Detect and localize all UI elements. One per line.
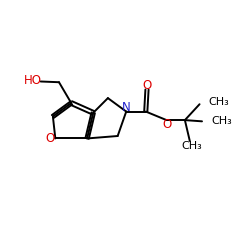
Text: HO: HO (24, 74, 42, 88)
Text: O: O (143, 79, 152, 92)
Text: O: O (45, 132, 54, 145)
Text: CH₃: CH₃ (211, 116, 232, 126)
Text: CH₃: CH₃ (209, 97, 230, 107)
Text: N: N (122, 101, 131, 114)
Text: O: O (162, 118, 172, 131)
Text: CH₃: CH₃ (182, 141, 203, 151)
